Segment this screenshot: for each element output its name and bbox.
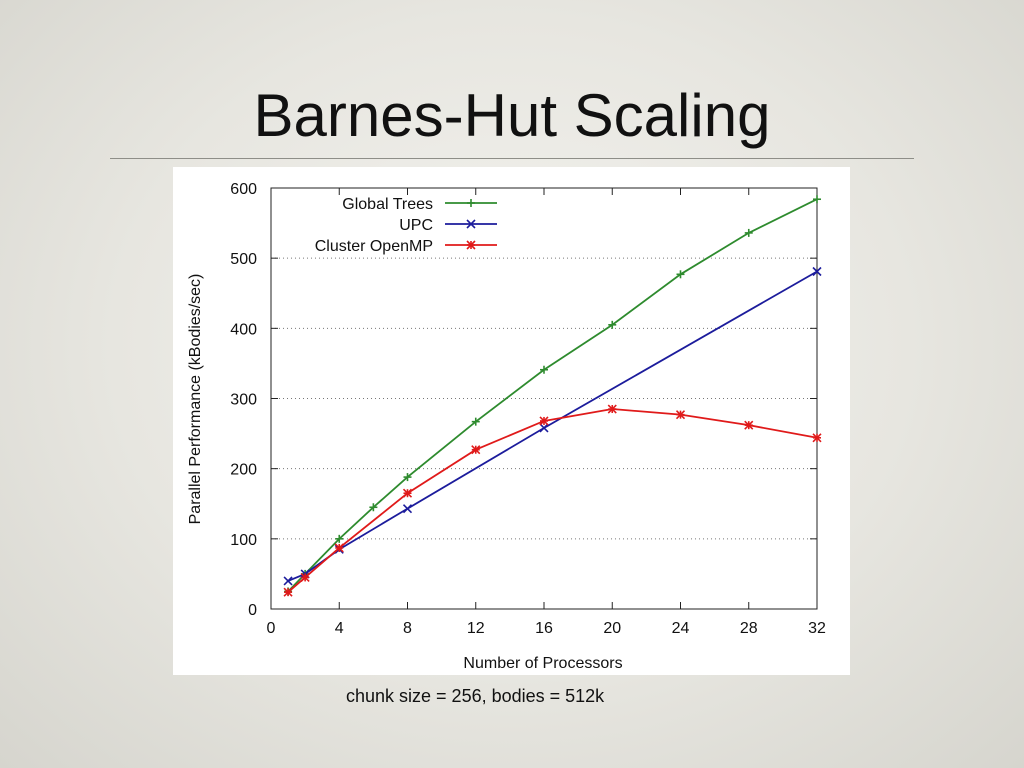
- data-point: [539, 423, 549, 433]
- x-tick-label: 12: [467, 620, 485, 637]
- y-tick-label: 300: [230, 392, 257, 409]
- series-line: [287, 408, 818, 593]
- y-tick-label: 500: [230, 251, 257, 268]
- series-layer: [283, 195, 822, 597]
- x-tick-label: 20: [603, 620, 621, 637]
- chart-caption: chunk size = 256, bodies = 512k: [346, 686, 605, 706]
- data-point: [607, 404, 617, 414]
- series-line: [287, 270, 818, 582]
- chart-legend: Global Trees UPC Cluster OpenMP: [315, 196, 497, 255]
- y-tick-label: 100: [230, 532, 257, 549]
- data-point: [675, 410, 686, 420]
- data-point: [283, 587, 293, 597]
- x-tick-label: 0: [267, 620, 276, 637]
- x-tick-label: 32: [808, 620, 826, 637]
- y-tick-label: 400: [230, 321, 257, 338]
- data-point: [812, 433, 822, 443]
- series-global-trees: [284, 195, 821, 596]
- data-point: [402, 504, 413, 514]
- data-point: [466, 219, 476, 229]
- x-tick-label: 16: [535, 620, 553, 637]
- legend-label: UPC: [399, 217, 433, 234]
- axes-layer: 0 100 200 300 400 500 600 0 4 8 12 16 20 24 28 32: [230, 181, 826, 637]
- data-point: [402, 488, 413, 498]
- x-tick-label: 4: [335, 620, 344, 637]
- legend-label: Cluster OpenMP: [315, 238, 433, 255]
- x-axis-label: Number of Processors: [463, 655, 622, 672]
- line-chart: 0 100 200 300 400 500 600 0 4 8 12 16 20 24 28 32 Globa…: [187, 181, 826, 672]
- data-point: [744, 420, 754, 430]
- legend-label: Global Trees: [342, 196, 433, 213]
- title-divider: [110, 158, 914, 159]
- y-tick-label: 600: [230, 181, 257, 198]
- data-point: [539, 416, 549, 426]
- slide-title: Barnes-Hut Scaling: [253, 82, 771, 149]
- x-tick-label: 24: [672, 620, 690, 637]
- x-tick-label: 8: [403, 620, 412, 637]
- chart-panel: 0 100 200 300 400 500 600 0 4 8 12 16 20 24 28 32 Globa…: [173, 167, 850, 675]
- data-point: [466, 240, 476, 250]
- y-tick-label: 200: [230, 462, 257, 479]
- x-tick-label: 28: [740, 620, 758, 637]
- y-tick-label: 0: [248, 602, 257, 619]
- data-point: [812, 266, 822, 277]
- series-cluster-openmp: [283, 404, 822, 597]
- grid-layer: [271, 257, 817, 540]
- y-axis-label: Parallel Performance (kBodies/sec): [187, 274, 204, 525]
- data-point: [334, 543, 344, 553]
- series-upc: [283, 266, 822, 586]
- data-point: [300, 572, 310, 582]
- data-point: [283, 576, 293, 586]
- data-point: [471, 445, 481, 455]
